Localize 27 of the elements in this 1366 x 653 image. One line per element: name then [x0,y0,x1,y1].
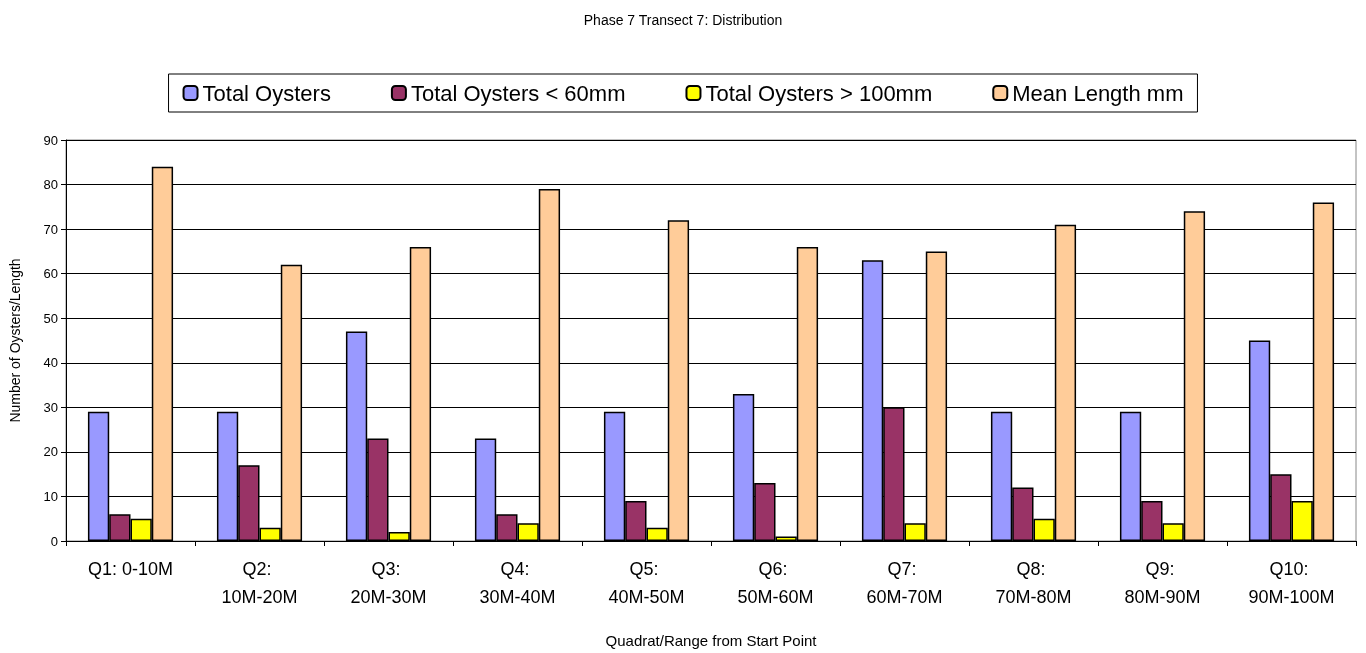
y-tick-label: 70 [43,221,58,237]
x-tick-label: Q8: 70M-80M [995,559,1072,607]
y-tick-label: 50 [43,310,58,326]
x-tick-label: Q4: 30M-40M [479,559,556,607]
x-tick-label: Q3: 20M-30M [350,559,427,607]
x-tick-label: Q2: 10M-20M [221,559,298,607]
x-axis-title: Quadrat/Range from Start Point [605,632,818,649]
x-tick-label: Q9: 80M-90M [1124,559,1201,607]
legend-label: Total Oysters < 60mm [410,80,626,106]
y-tick-label: 20 [43,444,58,460]
x-tick-label: Q10: 90M-100M [1248,559,1335,607]
x-tick-label: Q1: 0-10M [87,559,174,579]
y-tick-label: 60 [43,266,58,282]
chart-title: Phase 7 Transect 7: Distribution [583,12,783,28]
y-tick-label: 30 [43,399,58,415]
x-tick-label: Q5: 40M-50M [608,559,685,607]
y-tick-label: 90 [43,132,58,148]
legend-label: Total Oysters [202,80,331,106]
y-axis-title: Number of Oysters/Length [7,258,23,423]
y-tick-label: 0 [50,533,58,549]
y-tick-label: 40 [43,355,58,371]
legend-label: Total Oysters > 100mm [705,80,933,106]
x-tick-label: Q6: 50M-60M [737,559,814,607]
legend-label: Mean Length mm [1012,80,1184,106]
y-tick-label: 80 [43,177,58,193]
x-tick-label: Q7: 60M-70M [866,559,943,607]
y-tick-label: 10 [43,488,58,504]
